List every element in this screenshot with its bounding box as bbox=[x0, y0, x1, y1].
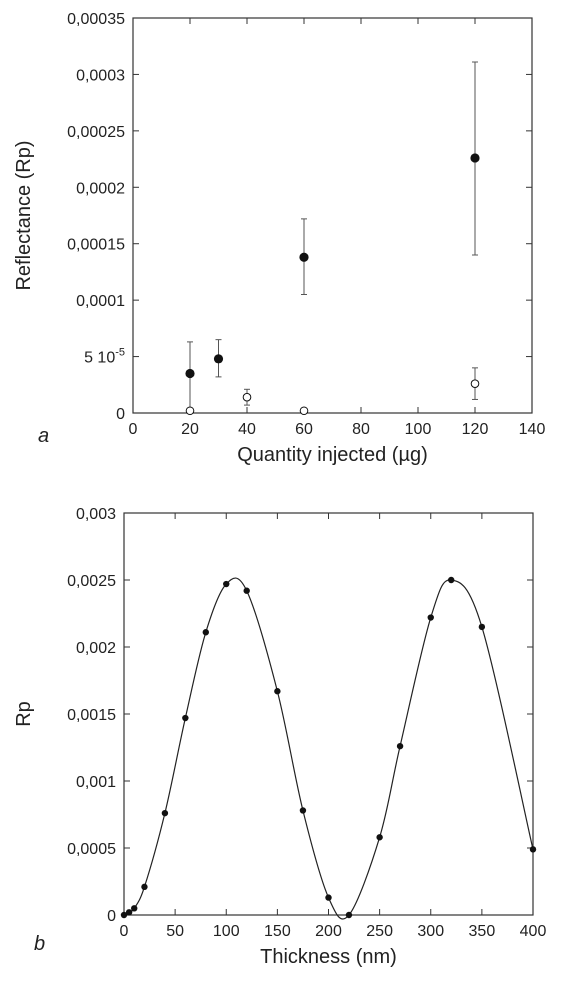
data-point bbox=[376, 834, 383, 841]
y-tick-label: 0,0005 bbox=[67, 841, 116, 858]
x-tick-label: 20 bbox=[181, 421, 199, 438]
data-point bbox=[120, 911, 128, 919]
x-tick-label: 200 bbox=[315, 923, 342, 940]
y-tick-label: 0,0001 bbox=[76, 293, 125, 310]
y-tick-label: 0,003 bbox=[76, 506, 116, 523]
data-point bbox=[299, 252, 309, 262]
data-point bbox=[478, 623, 486, 631]
x-axis-title: Thickness (nm) bbox=[260, 946, 397, 968]
x-tick-label: 100 bbox=[213, 923, 240, 940]
fit-curve bbox=[123, 577, 534, 920]
x-tick-label: 80 bbox=[352, 421, 370, 438]
data-point bbox=[223, 580, 230, 588]
data-point bbox=[182, 714, 189, 722]
x-tick-label: 0 bbox=[129, 421, 138, 438]
y-tick-label-exponent: -5 bbox=[115, 347, 125, 359]
x-tick-label: 50 bbox=[166, 923, 184, 940]
y-tick-label: 0,0025 bbox=[67, 573, 116, 590]
x-tick-label: 60 bbox=[295, 421, 313, 438]
data-point-open bbox=[470, 379, 480, 388]
data-point bbox=[325, 894, 332, 901]
x-tick-label: 100 bbox=[405, 421, 432, 438]
y-tick-label-base: 5 10 bbox=[84, 350, 115, 367]
data-point-open bbox=[242, 392, 252, 402]
y-tick-label: 0 bbox=[116, 406, 125, 423]
y-axis-title: Reflectance (Rp) bbox=[13, 140, 35, 290]
data-point bbox=[161, 809, 169, 817]
data-point bbox=[274, 688, 281, 695]
x-tick-label: 250 bbox=[366, 923, 393, 940]
y-tick-label: 0,001 bbox=[76, 774, 116, 791]
data-point bbox=[202, 629, 209, 636]
data-point bbox=[299, 807, 307, 814]
data-point bbox=[529, 846, 537, 853]
data-point bbox=[141, 883, 148, 891]
data-point bbox=[243, 587, 250, 594]
chart-panel-a: 0 20 40 60 80 100 120 140 0 5 10-5 0,0001 0,00015 0,… bbox=[13, 11, 545, 466]
data-point bbox=[213, 354, 224, 364]
data-point bbox=[427, 614, 434, 621]
y-tick-label: 0,0003 bbox=[76, 67, 125, 84]
y-tick-label: 5 10-5 bbox=[84, 347, 125, 367]
x-tick-label: 350 bbox=[469, 923, 496, 940]
y-tick-label: 0,0002 bbox=[76, 180, 125, 197]
panel-letter: b bbox=[34, 933, 45, 955]
x-tick-label: 300 bbox=[417, 923, 444, 940]
data-point bbox=[131, 905, 138, 912]
x-tick-label: 400 bbox=[520, 923, 547, 940]
x-tick-label: 120 bbox=[462, 421, 489, 438]
data-point bbox=[125, 909, 133, 916]
data-point bbox=[345, 911, 353, 919]
panel-letter: a bbox=[38, 425, 49, 447]
y-tick-label: 0 bbox=[107, 908, 116, 925]
y-tick-label: 0,00025 bbox=[67, 124, 125, 141]
data-point-open bbox=[299, 406, 309, 416]
x-tick-label: 0 bbox=[120, 923, 129, 940]
data-point bbox=[470, 153, 480, 163]
data-point-open bbox=[185, 406, 195, 416]
x-axis-title: Quantity injected (µg) bbox=[237, 444, 428, 466]
y-tick-label: 0,0015 bbox=[67, 707, 116, 724]
plot-frame bbox=[123, 512, 534, 916]
data-point bbox=[185, 368, 195, 379]
y-axis-title: Rp bbox=[13, 701, 35, 727]
x-tick-label: 150 bbox=[264, 923, 291, 940]
y-tick-label: 0,00035 bbox=[67, 11, 125, 28]
data-point bbox=[396, 742, 404, 750]
y-tick-label: 0,00015 bbox=[67, 237, 125, 254]
data-point bbox=[448, 576, 455, 584]
chart-panel-b: 0 50 100 150 200 250 300 350 400 0 0,0005 0,001 0,00… bbox=[13, 506, 546, 968]
y-tick-label: 0,002 bbox=[76, 640, 116, 657]
x-tick-label: 40 bbox=[238, 421, 256, 438]
plot-frame bbox=[132, 17, 533, 414]
x-tick-label: 140 bbox=[519, 421, 546, 438]
